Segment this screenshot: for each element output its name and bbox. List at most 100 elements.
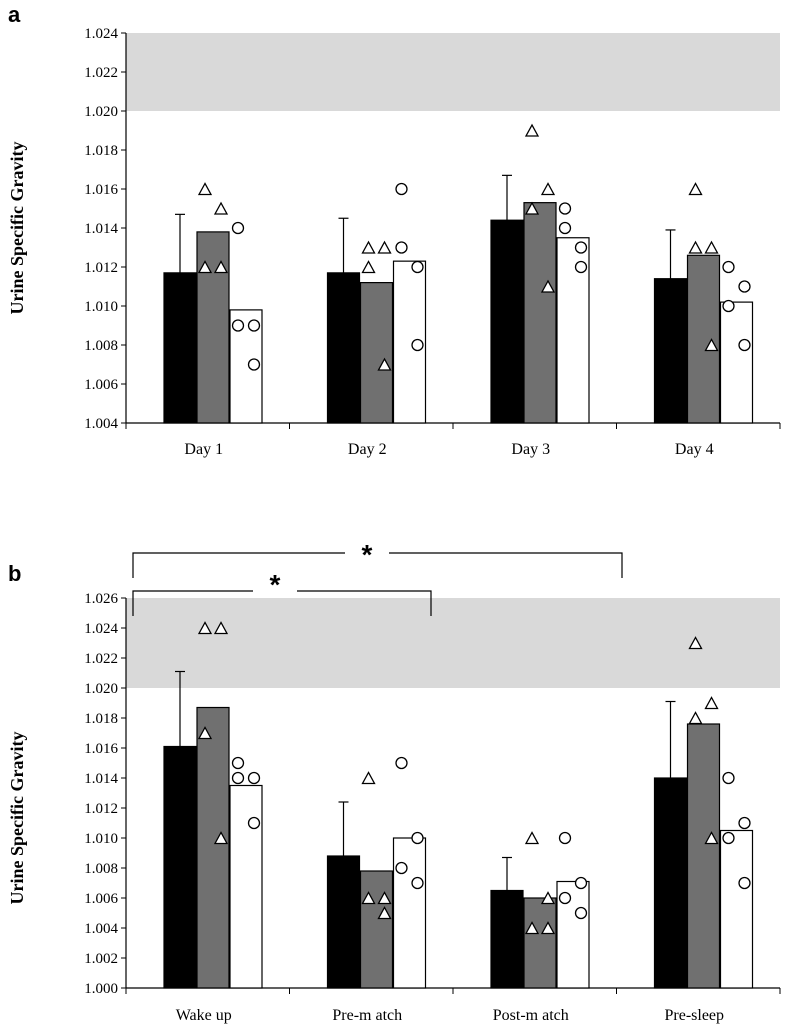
bar-black — [653, 777, 688, 989]
data-point-triangle — [361, 240, 376, 254]
data-point-circle — [574, 260, 588, 274]
bar-grey — [359, 282, 394, 424]
bar-black — [326, 272, 361, 424]
y-tick-label: 1.014 — [84, 221, 118, 237]
y-tick-label: 1.008 — [84, 338, 118, 354]
y-tick-label: 1.016 — [84, 182, 118, 198]
bar-grey — [196, 231, 230, 424]
data-point-circle — [574, 906, 588, 920]
y-tick-label: 1.002 — [84, 951, 118, 967]
data-point-triangle — [197, 621, 213, 635]
data-point-triangle — [197, 726, 213, 740]
y-tick-label: 1.012 — [84, 801, 118, 817]
data-point-triangle — [197, 260, 213, 274]
data-point-triangle — [688, 182, 703, 196]
data-point-triangle — [524, 201, 540, 215]
y-tick-label: 1.018 — [84, 143, 118, 159]
category-label: Day 2 — [348, 441, 387, 458]
significance-star: * — [270, 569, 281, 600]
bar-grey — [523, 897, 557, 989]
y-tick-label: 1.022 — [84, 65, 118, 81]
y-axis-label-a: Urine Specific Gravity — [7, 142, 27, 315]
data-point-circle — [558, 891, 572, 905]
data-point-triangle — [688, 711, 703, 725]
bar-black — [490, 219, 524, 424]
data-point-circle — [411, 831, 424, 845]
data-point-circle — [247, 358, 261, 371]
data-point-triangle — [524, 921, 540, 935]
data-point-triangle — [540, 891, 556, 905]
data-point-circle — [738, 876, 751, 890]
data-point-triangle — [377, 240, 392, 254]
bar-grey — [359, 870, 394, 989]
category-label: Pre-sleep — [664, 1007, 724, 1024]
data-point-circle — [231, 756, 245, 770]
data-point-circle — [722, 771, 735, 785]
data-point-circle — [231, 319, 245, 332]
y-tick-label: 1.010 — [84, 299, 118, 315]
y-tick-label: 1.004 — [84, 416, 118, 432]
data-point-circle — [558, 831, 572, 845]
data-point-triangle — [704, 831, 719, 845]
data-point-triangle — [213, 831, 229, 845]
data-point-triangle — [688, 240, 703, 254]
panel-label-a: a — [8, 2, 21, 27]
bar-white — [556, 237, 590, 424]
category-label: Day 1 — [184, 441, 223, 458]
data-point-circle — [558, 221, 572, 235]
data-point-triangle — [361, 891, 376, 905]
y-tick-label: 1.020 — [84, 681, 118, 697]
data-point-circle — [722, 260, 735, 274]
data-point-circle — [574, 241, 588, 254]
bar-grey — [686, 254, 721, 424]
data-point-triangle — [361, 771, 376, 785]
data-point-circle — [247, 816, 261, 830]
data-point-circle — [558, 202, 572, 215]
y-tick-label: 1.006 — [84, 891, 118, 907]
data-point-circle — [738, 816, 751, 830]
data-point-circle — [247, 319, 261, 332]
y-tick-label: 1.012 — [84, 260, 118, 276]
data-point-circle — [738, 280, 751, 293]
significance-bracket — [132, 552, 623, 578]
data-point-triangle — [704, 338, 719, 352]
bar-black — [490, 889, 524, 989]
data-point-circle — [395, 861, 408, 875]
data-point-circle — [395, 182, 408, 196]
category-label: Wake up — [176, 1007, 232, 1024]
data-point-triangle — [197, 182, 213, 196]
bar-black — [163, 745, 197, 989]
y-tick-label: 1.000 — [84, 981, 118, 997]
data-point-triangle — [524, 831, 540, 845]
y-tick-label: 1.014 — [84, 771, 118, 787]
data-point-triangle — [540, 279, 556, 293]
y-tick-label: 1.024 — [84, 26, 118, 42]
data-point-triangle — [704, 696, 719, 710]
y-tick-label: 1.008 — [84, 861, 118, 877]
bar-white — [229, 784, 263, 989]
bar-grey — [686, 723, 721, 989]
bar-grey — [196, 706, 230, 989]
panel-b: b Urine Specific Gravity 1.000 1.002 1.004… — [7, 539, 781, 1024]
data-point-triangle — [704, 240, 719, 254]
data-point-circle — [738, 338, 751, 352]
data-point-triangle — [213, 260, 229, 274]
data-point-circle — [574, 876, 588, 890]
data-point-triangle — [377, 357, 392, 371]
data-point-circle — [411, 260, 424, 274]
data-point-circle — [231, 771, 245, 785]
y-tick-label: 1.024 — [84, 621, 118, 637]
data-point-triangle — [377, 891, 392, 905]
data-point-triangle — [361, 260, 376, 274]
reference-band — [126, 33, 780, 111]
data-point-circle — [722, 299, 735, 313]
data-point-circle — [411, 338, 424, 352]
data-point-triangle — [688, 636, 703, 650]
data-point-triangle — [524, 123, 540, 137]
category-label: Post-m atch — [493, 1007, 569, 1024]
data-point-triangle — [213, 621, 229, 635]
data-point-circle — [247, 771, 261, 785]
category-label: Pre-m atch — [332, 1007, 402, 1024]
data-point-triangle — [213, 201, 229, 215]
